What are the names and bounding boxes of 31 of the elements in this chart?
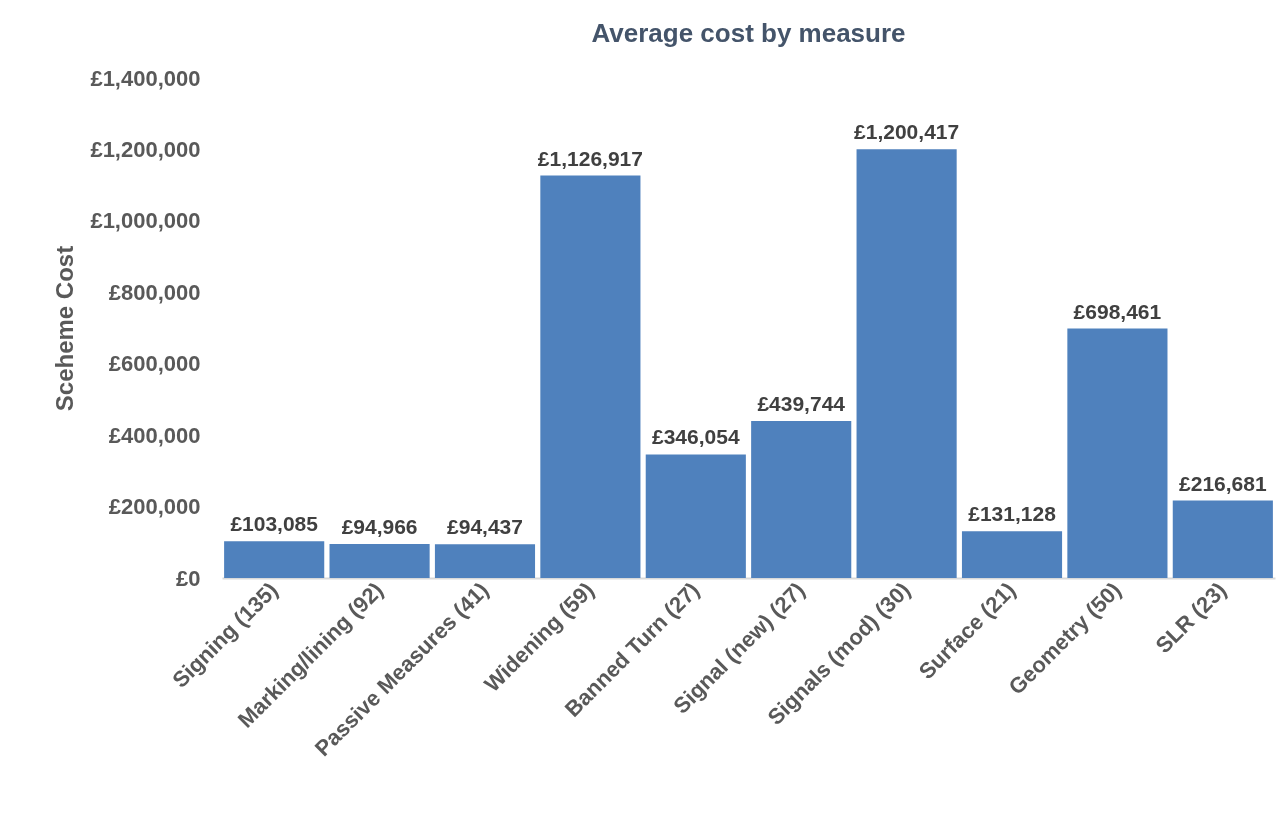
data-label: £698,461: [1073, 299, 1162, 323]
data-label: £346,054: [652, 425, 740, 449]
bar: [961, 531, 1063, 578]
bar: [856, 149, 957, 578]
y-tick-label: £1,000,000: [90, 208, 201, 234]
bar: [224, 541, 325, 578]
bar: [1067, 328, 1168, 578]
data-label: £131,128: [968, 502, 1057, 526]
data-label: £94,437: [447, 515, 523, 539]
data-label: £439,744: [757, 391, 846, 415]
bar: [540, 175, 641, 578]
y-axis-title: Sceheme Cost: [51, 245, 79, 412]
x-tick-label: SLR (23): [1150, 577, 1232, 659]
data-label: £94,966: [341, 515, 418, 539]
data-label: £103,085: [230, 512, 319, 536]
bar: [645, 454, 746, 578]
y-tick-label: £800,000: [108, 279, 201, 305]
data-label: £216,681: [1179, 471, 1267, 495]
y-tick-label: £400,000: [108, 422, 201, 448]
data-label: £1,200,417: [854, 120, 960, 144]
y-tick-label: £600,000: [108, 351, 201, 377]
y-tick-label: £200,000: [108, 494, 201, 520]
data-label: £1,126,917: [537, 146, 643, 170]
bar: [1172, 500, 1273, 578]
bar: [751, 420, 852, 578]
y-tick-label: £0: [176, 565, 201, 591]
y-tick-label: £1,200,000: [90, 136, 201, 162]
bar: [329, 544, 430, 578]
bar: [434, 544, 536, 578]
y-tick-label: £1,400,000: [90, 65, 201, 91]
chart-title: Average cost by measure: [591, 18, 906, 48]
